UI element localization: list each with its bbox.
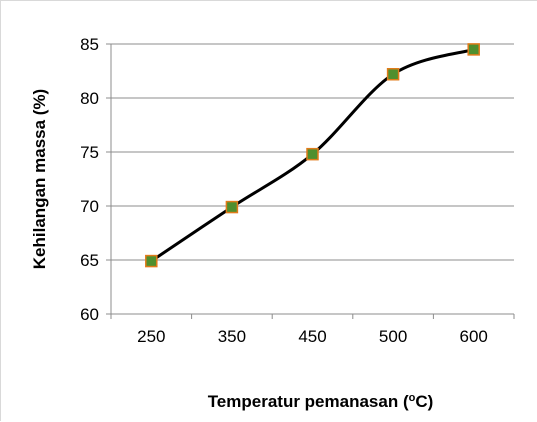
y-tick-label: 85 [80, 35, 99, 54]
y-tick-label: 75 [80, 143, 99, 162]
y-tick-label: 80 [80, 89, 99, 108]
x-axis-title: Temperatur pemanasan (oC) [208, 392, 434, 411]
y-tick-labels: 60 65 70 75 80 85 [80, 35, 111, 324]
x-tick-label: 250 [137, 327, 165, 346]
x-axis-title-suffix: C) [415, 392, 433, 411]
data-point-450 [306, 147, 319, 161]
axes [110, 44, 514, 315]
y-tick-label: 60 [80, 305, 99, 324]
data-point-600 [467, 43, 480, 56]
data-point-350 [225, 200, 239, 214]
x-tick-labels: 250 350 450 500 600 [110, 314, 515, 346]
x-tick-label: 600 [460, 327, 488, 346]
x-tick-label: 500 [379, 327, 407, 346]
data-markers [145, 43, 480, 268]
x-axis-title-prefix: Temperatur pemanasan ( [208, 392, 409, 411]
y-tick-label: 70 [80, 197, 99, 216]
data-point-250 [145, 254, 158, 268]
y-axis-title: Kehilangan massa (%) [30, 89, 49, 269]
data-point-500 [386, 67, 400, 81]
x-tick-label: 350 [218, 327, 246, 346]
x-tick-label: 450 [298, 327, 326, 346]
y-tick-label: 65 [80, 251, 99, 270]
x-axis-title-degree: o [409, 392, 416, 404]
